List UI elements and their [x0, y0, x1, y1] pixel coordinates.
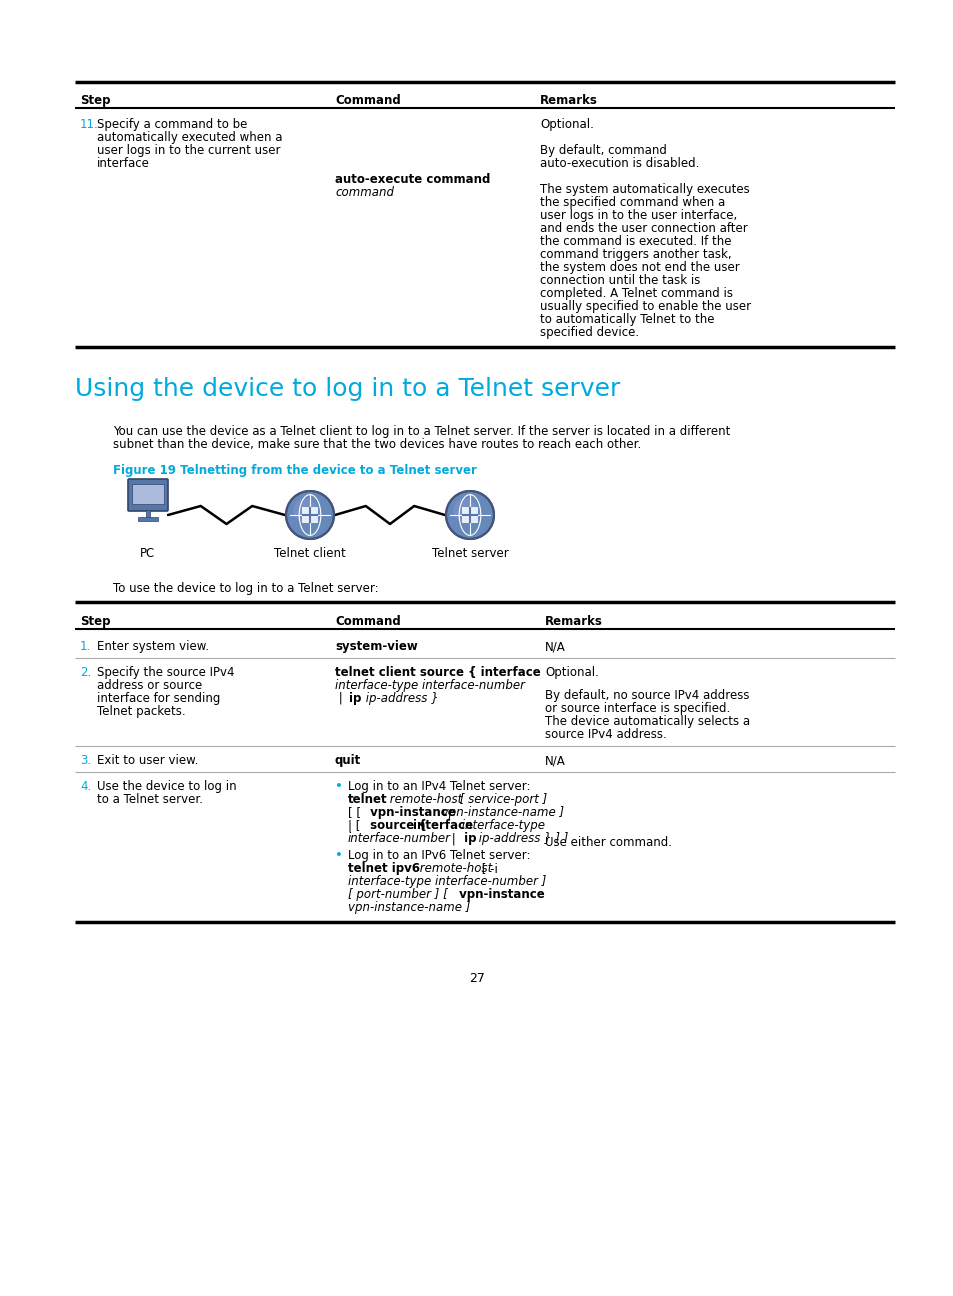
Text: interface: interface — [97, 157, 150, 170]
Text: You can use the device as a Telnet client to log in to a Telnet server. If the s: You can use the device as a Telnet clien… — [112, 425, 730, 438]
Text: system-view: system-view — [335, 640, 417, 653]
Text: ip: ip — [459, 832, 476, 845]
Circle shape — [446, 491, 494, 539]
Text: Enter system view.: Enter system view. — [97, 640, 209, 653]
FancyBboxPatch shape — [128, 480, 168, 511]
Text: The system automatically executes: The system automatically executes — [539, 183, 749, 196]
Text: Command: Command — [335, 616, 400, 629]
Text: remote-host: remote-host — [386, 793, 462, 806]
Text: connection until the task is: connection until the task is — [539, 273, 700, 286]
Text: Remarks: Remarks — [544, 616, 602, 629]
Text: vpn-instance: vpn-instance — [455, 888, 544, 902]
Bar — [132, 483, 164, 504]
Text: interface-number: interface-number — [348, 832, 451, 845]
Text: PC: PC — [140, 547, 155, 560]
Text: Log in to an IPv4 Telnet server:: Log in to an IPv4 Telnet server: — [348, 780, 530, 793]
Bar — [461, 507, 477, 524]
Text: remote-host: remote-host — [416, 862, 492, 875]
Text: vpn-instance-name ]: vpn-instance-name ] — [437, 806, 563, 819]
Text: |: | — [335, 692, 346, 705]
Text: ip: ip — [349, 692, 361, 705]
Text: to automatically Telnet to the: to automatically Telnet to the — [539, 314, 714, 327]
Text: [ port-number ] [: [ port-number ] [ — [348, 888, 447, 902]
Text: address or source: address or source — [97, 679, 202, 692]
Text: interface: interface — [413, 819, 473, 832]
Circle shape — [293, 498, 316, 522]
Text: user logs in to the current user: user logs in to the current user — [97, 144, 280, 157]
Text: auto-execution is disabled.: auto-execution is disabled. — [539, 157, 699, 170]
Text: 27: 27 — [469, 972, 484, 985]
Text: vpn-instance-name ]: vpn-instance-name ] — [348, 902, 470, 915]
Text: Telnet packets.: Telnet packets. — [97, 705, 186, 718]
Text: auto-execute command: auto-execute command — [335, 172, 490, 187]
Text: Figure 19 Telnetting from the device to a Telnet server: Figure 19 Telnetting from the device to … — [112, 464, 476, 477]
Text: The device automatically selects a: The device automatically selects a — [544, 715, 749, 728]
Text: Telnet client: Telnet client — [274, 547, 346, 560]
Text: Use either command.: Use either command. — [544, 836, 671, 849]
Text: Using the device to log in to a Telnet server: Using the device to log in to a Telnet s… — [75, 377, 619, 400]
Text: source {: source { — [366, 819, 431, 832]
Text: vpn-instance: vpn-instance — [366, 806, 456, 819]
Text: or source interface is specified.: or source interface is specified. — [544, 702, 729, 715]
Text: quit: quit — [335, 754, 361, 767]
Text: user logs in to the user interface,: user logs in to the user interface, — [539, 209, 737, 222]
Text: By default, no source IPv4 address: By default, no source IPv4 address — [544, 689, 749, 702]
Text: | [: | [ — [348, 819, 360, 832]
Text: 1.: 1. — [80, 640, 91, 653]
Text: automatically executed when a: automatically executed when a — [97, 131, 282, 144]
Text: ip-address } ] ]: ip-address } ] ] — [475, 832, 568, 845]
Text: telnet: telnet — [348, 793, 387, 806]
Text: Specify a command to be: Specify a command to be — [97, 118, 247, 131]
Text: Command: Command — [335, 95, 400, 108]
Text: the command is executed. If the: the command is executed. If the — [539, 235, 731, 248]
Text: and ends the user connection after: and ends the user connection after — [539, 222, 747, 235]
Text: Optional.: Optional. — [544, 666, 598, 679]
Text: Exit to user view.: Exit to user view. — [97, 754, 198, 767]
Text: N/A: N/A — [544, 640, 565, 653]
Text: 11.: 11. — [80, 118, 99, 131]
Text: 3.: 3. — [80, 754, 91, 767]
Text: •: • — [335, 780, 342, 793]
Text: specified device.: specified device. — [539, 327, 639, 340]
Text: Step: Step — [80, 95, 111, 108]
Text: ip-address }: ip-address } — [361, 692, 438, 705]
Text: source IPv4 address.: source IPv4 address. — [544, 728, 666, 741]
Text: command triggers another task,: command triggers another task, — [539, 248, 731, 260]
Text: By default, command: By default, command — [539, 144, 666, 157]
Text: interface-type interface-number: interface-type interface-number — [335, 679, 524, 692]
Bar — [138, 517, 158, 521]
Text: interface for sending: interface for sending — [97, 692, 220, 705]
Text: Step: Step — [80, 616, 111, 629]
Text: [ [: [ [ — [348, 806, 360, 819]
Text: 2.: 2. — [80, 666, 91, 679]
Text: [ service-port ]: [ service-port ] — [456, 793, 547, 806]
Text: telnet client source { interface: telnet client source { interface — [335, 666, 540, 679]
Text: Telnet server: Telnet server — [431, 547, 508, 560]
Text: Use the device to log in: Use the device to log in — [97, 780, 236, 793]
Text: To use the device to log in to a Telnet server:: To use the device to log in to a Telnet … — [112, 582, 378, 595]
Text: interface-type interface-number ]: interface-type interface-number ] — [348, 875, 546, 888]
Text: Remarks: Remarks — [539, 95, 598, 108]
Text: command: command — [335, 187, 394, 200]
Text: N/A: N/A — [544, 754, 565, 767]
Text: 4.: 4. — [80, 780, 91, 793]
Text: Log in to an IPv6 Telnet server:: Log in to an IPv6 Telnet server: — [348, 849, 530, 862]
Text: to a Telnet server.: to a Telnet server. — [97, 793, 203, 806]
Text: telnet ipv6: telnet ipv6 — [348, 862, 419, 875]
Bar — [301, 507, 318, 524]
Text: Optional.: Optional. — [539, 118, 594, 131]
Circle shape — [286, 491, 334, 539]
Text: Specify the source IPv4: Specify the source IPv4 — [97, 666, 234, 679]
Text: completed. A Telnet command is: completed. A Telnet command is — [539, 286, 732, 299]
Circle shape — [453, 498, 476, 522]
Text: the system does not end the user: the system does not end the user — [539, 260, 739, 273]
Text: subnet than the device, make sure that the two devices have routes to reach each: subnet than the device, make sure that t… — [112, 438, 640, 451]
Text: |: | — [448, 832, 456, 845]
Text: interface-type: interface-type — [457, 819, 544, 832]
Text: usually specified to enable the user: usually specified to enable the user — [539, 299, 750, 314]
Bar — [146, 511, 150, 517]
Text: the specified command when a: the specified command when a — [539, 196, 724, 209]
Text: •: • — [335, 849, 342, 862]
Text: [ -i: [ -i — [477, 862, 497, 875]
